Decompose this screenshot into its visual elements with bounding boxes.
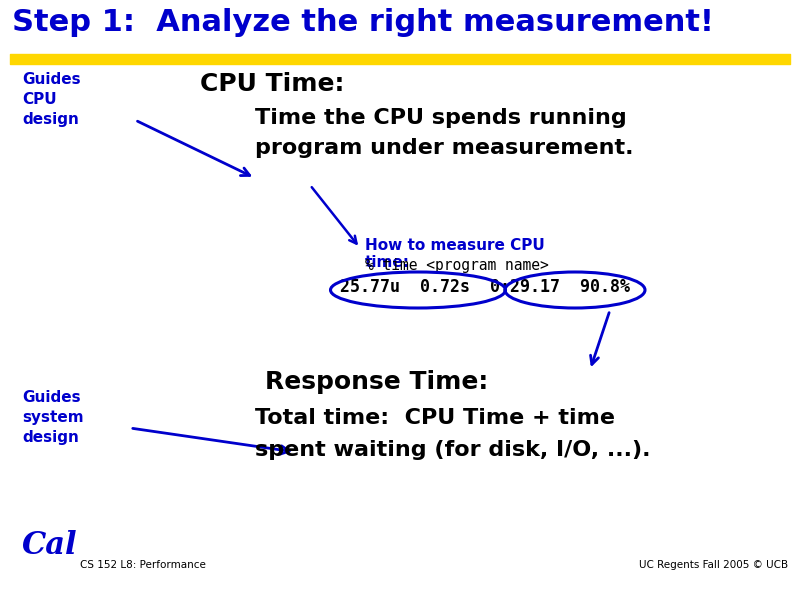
Text: Time the CPU spends running: Time the CPU spends running (255, 108, 626, 128)
Text: 25.77u  0.72s  0:29.17  90.8%: 25.77u 0.72s 0:29.17 90.8% (340, 278, 630, 296)
Text: spent waiting (for disk, I/O, ...).: spent waiting (for disk, I/O, ...). (255, 440, 650, 460)
Text: Guides
system
design: Guides system design (22, 390, 84, 445)
Text: Guides
CPU
design: Guides CPU design (22, 72, 81, 127)
Text: CPU Time:: CPU Time: (200, 72, 344, 96)
Text: % time <program name>: % time <program name> (365, 258, 549, 273)
Text: Step 1:  Analyze the right measurement!: Step 1: Analyze the right measurement! (12, 8, 714, 37)
Text: CS 152 L8: Performance: CS 152 L8: Performance (80, 560, 206, 570)
Text: program under measurement.: program under measurement. (255, 138, 634, 158)
Text: Response Time:: Response Time: (265, 370, 488, 394)
Text: Cal: Cal (22, 530, 78, 561)
Text: How to measure CPU: How to measure CPU (365, 238, 545, 253)
Text: time:: time: (365, 255, 410, 270)
Text: Total time:  CPU Time + time: Total time: CPU Time + time (255, 408, 615, 428)
Text: UC Regents Fall 2005 © UCB: UC Regents Fall 2005 © UCB (639, 560, 788, 570)
